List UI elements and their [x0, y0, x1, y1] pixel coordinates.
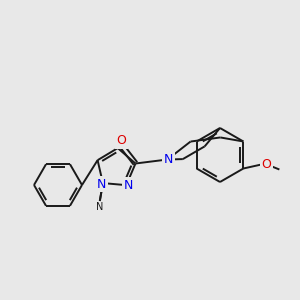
Text: N: N — [96, 202, 103, 212]
Text: N: N — [97, 178, 106, 190]
Text: N: N — [124, 178, 133, 192]
Text: O: O — [116, 134, 126, 147]
Text: O: O — [261, 158, 271, 171]
Text: N: N — [164, 153, 173, 166]
